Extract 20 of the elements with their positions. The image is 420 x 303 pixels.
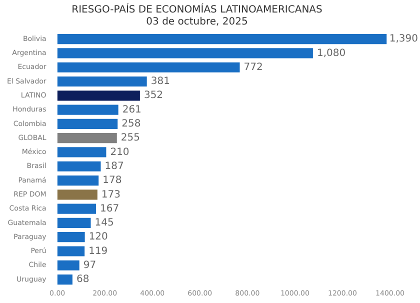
data-label: 120 xyxy=(88,232,108,243)
data-label: 178 xyxy=(102,175,122,186)
data-label: 145 xyxy=(94,218,114,229)
data-label: 1,080 xyxy=(316,48,346,59)
data-label: 68 xyxy=(76,274,90,286)
data-label: 167 xyxy=(100,203,120,214)
data-label: 261 xyxy=(122,104,142,116)
data-label: 772 xyxy=(244,62,263,73)
chart-title: RIESGO-PAÍS DE ECONOMÍAS LATINOAMERICANAS xyxy=(72,2,322,16)
chart-subtitle: 03 de octubre, 2025 xyxy=(146,16,248,28)
data-label: 381 xyxy=(150,76,170,88)
data-label: 352 xyxy=(144,90,164,102)
data-label: 173 xyxy=(101,189,121,200)
data-label: 258 xyxy=(122,118,141,130)
data-label: 97 xyxy=(83,260,96,271)
data-label: 255 xyxy=(120,132,140,144)
data-label: 187 xyxy=(104,160,124,172)
data-label: 119 xyxy=(88,246,108,257)
data-label: 1,390 xyxy=(389,34,418,45)
data-label: 210 xyxy=(110,146,130,158)
